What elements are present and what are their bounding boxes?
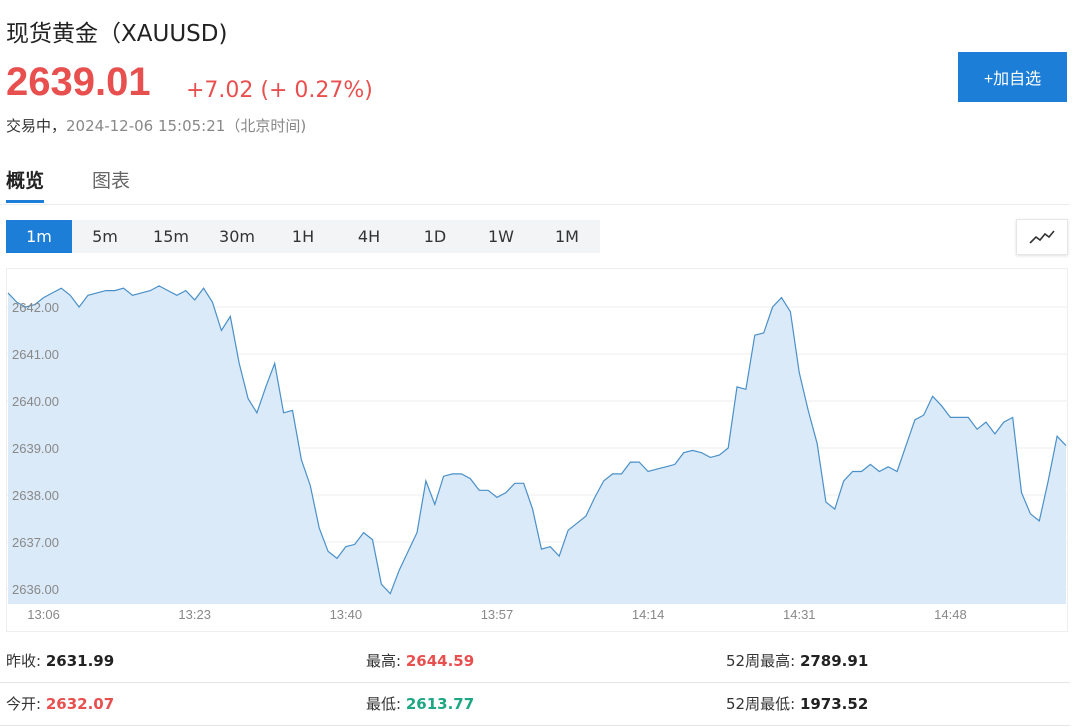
interval-1d[interactable]: 1D	[423, 227, 447, 246]
stats-row-2: 今开: 2632.07 最低: 2613.77 52周最低: 1973.52	[0, 683, 1070, 726]
stat-prev-close: 昨收: 2631.99	[6, 652, 115, 670]
price-chart[interactable]: 2642.00 2641.00 2640.00 2639.00 2638.00 2637.…	[6, 268, 1068, 632]
y-tick-label: 2637.00	[12, 535, 59, 550]
interval-30m[interactable]: 30m	[219, 227, 255, 246]
x-tick-label: 13:40	[330, 607, 363, 622]
stat-52w-low-value: 1973.52	[799, 695, 869, 713]
stat-high: 最高: 2644.59	[366, 652, 475, 670]
x-tick-label: 14:48	[934, 607, 967, 622]
tab-overview[interactable]: 概览	[6, 170, 45, 192]
stat-prev-close-value: 2631.99	[45, 652, 115, 670]
x-tick-label: 14:31	[783, 607, 816, 622]
stat-52w-high-value: 2789.91	[799, 652, 869, 670]
stat-52w-high: 52周最高: 2789.91	[726, 652, 869, 670]
interval-15m[interactable]: 15m	[153, 227, 189, 246]
x-tick-label: 13:57	[481, 607, 514, 622]
price-change: +7.02 (+ 0.27%)	[186, 78, 373, 103]
price-line	[7, 285, 1067, 595]
stat-52w-low: 52周最低: 1973.52	[726, 695, 869, 713]
x-tick-label: 13:23	[178, 607, 211, 622]
stat-low: 最低: 2613.77	[366, 695, 475, 713]
line-chart-icon	[1029, 230, 1055, 244]
add-watchlist-button[interactable]: +加自选	[958, 52, 1067, 102]
active-tab-indicator	[6, 200, 44, 203]
stat-open-value: 2632.07	[45, 695, 115, 713]
price-chart-svg: 2642.00 2641.00 2640.00 2639.00 2638.00 2637.…	[7, 285, 1067, 622]
tab-bar: 概览 图表	[0, 160, 1070, 205]
x-tick-label: 13:06	[27, 607, 60, 622]
y-tick-label: 2642.00	[12, 300, 59, 315]
interval-4h[interactable]: 4H	[357, 227, 381, 246]
stat-high-value: 2644.59	[405, 652, 475, 670]
trading-status: 交易中，2024-12-06 15:05:21（北京时间)	[6, 115, 306, 136]
stat-open: 今开: 2632.07	[6, 695, 115, 713]
interval-1m[interactable]: 1m	[6, 220, 72, 253]
interval-selector: 1m 5m 15m 30m 1H 4H 1D 1W 1M	[6, 220, 600, 253]
interval-5m[interactable]: 5m	[92, 227, 118, 246]
x-tick-label: 14:14	[632, 607, 665, 622]
instrument-title: 现货黄金（XAUUSD)	[6, 21, 228, 47]
status-label: 交易中，	[6, 117, 67, 135]
interval-1h[interactable]: 1H	[291, 227, 315, 246]
tab-chart[interactable]: 图表	[92, 170, 131, 192]
stats-row-1: 昨收: 2631.99 最高: 2644.59 52周最高: 2789.91	[0, 640, 1070, 683]
chart-type-button[interactable]	[1016, 219, 1068, 255]
y-tick-label: 2639.00	[12, 441, 59, 456]
status-timestamp: 2024-12-06 15:05:21（北京时间)	[66, 117, 307, 135]
y-tick-label: 2636.00	[12, 582, 59, 597]
y-tick-label: 2640.00	[12, 394, 59, 409]
stat-low-value: 2613.77	[405, 695, 475, 713]
interval-1w[interactable]: 1W	[488, 227, 514, 246]
current-price: 2639.01	[6, 60, 151, 104]
y-tick-label: 2641.00	[12, 347, 59, 362]
interval-1mo[interactable]: 1M	[555, 227, 579, 246]
price-area	[8, 285, 1066, 604]
y-tick-label: 2638.00	[12, 488, 59, 503]
